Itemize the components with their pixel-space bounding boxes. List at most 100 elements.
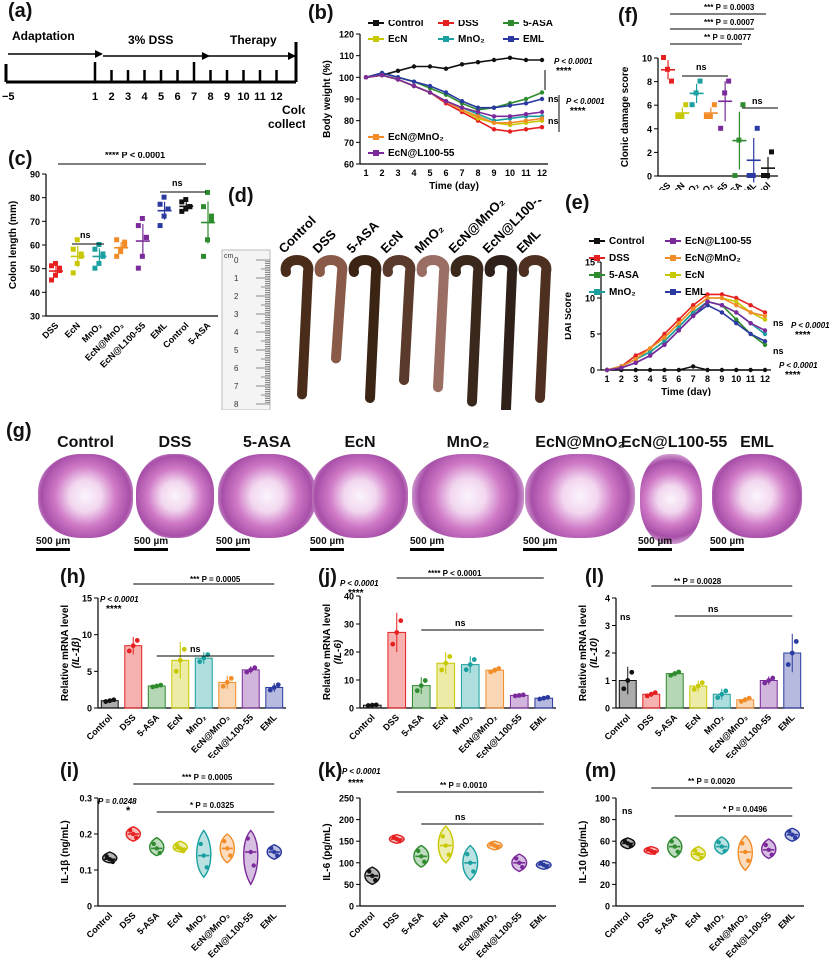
data-point <box>662 367 667 373</box>
data-point <box>78 253 84 259</box>
legend-marker <box>508 36 514 42</box>
x-tick-label: 12 <box>537 168 547 178</box>
panel-label-j: (j) <box>318 566 337 588</box>
stat-annotation: ns <box>752 96 763 106</box>
data-point <box>690 313 696 319</box>
y-axis-label: IL-6 (pg/mL) <box>322 823 333 880</box>
data-point <box>467 662 473 667</box>
data-point <box>683 102 689 108</box>
photo-group-label: EcN <box>378 228 406 256</box>
data-point <box>770 675 776 681</box>
y-tick-label: 80 <box>344 116 354 126</box>
x-tick-label: 11 <box>521 168 531 178</box>
data-point <box>439 667 445 673</box>
data-point <box>198 841 203 847</box>
x-tick-label: 9 <box>491 168 496 178</box>
legend-label: EcN <box>388 34 407 45</box>
legend-marker <box>594 255 600 261</box>
stat-annotation: ns <box>548 94 559 104</box>
data-point <box>748 331 753 337</box>
data-point <box>70 246 76 252</box>
x-tick-label: 8 <box>475 168 480 178</box>
stat-annotation: P < 0.0001 <box>779 361 818 370</box>
data-point <box>161 194 167 200</box>
data-point <box>718 125 724 131</box>
y-tick-label: 15 <box>585 258 595 268</box>
x-axis-label: Time (day) <box>661 387 711 396</box>
data-point <box>723 688 729 694</box>
x-tick-label: 2 <box>619 374 624 384</box>
colon-samples <box>280 255 552 410</box>
panel-label-b: (b) <box>308 2 334 24</box>
category-label: 5-ASA <box>399 712 426 739</box>
data-point <box>181 646 187 652</box>
x-tick-label: 6 <box>443 168 448 178</box>
category-label: EML <box>258 910 279 931</box>
data-point <box>740 841 745 846</box>
category-label: EML <box>528 712 549 733</box>
y-tick-label: 0 <box>605 902 610 912</box>
stat-annotation: ns <box>622 806 633 816</box>
data-point <box>49 263 54 269</box>
data-point <box>475 105 481 110</box>
colon-sample <box>484 255 518 410</box>
data-point <box>662 331 667 337</box>
histology-section <box>640 454 702 544</box>
data-point <box>748 310 753 315</box>
y-tick-label: 40 <box>30 288 40 298</box>
data-point <box>766 678 772 683</box>
legend-label: 5-ASA <box>523 20 553 29</box>
data-point <box>248 849 253 855</box>
stat-annotation: **** <box>348 588 364 599</box>
data-point <box>762 317 768 322</box>
il6-protein-chart: 0 50 100 150 200 250 IL-6 (pg/mL) Control DSS5-A… <box>322 767 556 960</box>
bar <box>124 645 143 709</box>
data-point <box>179 208 185 214</box>
x-tick-label: 9 <box>719 374 724 384</box>
data-point <box>271 685 277 690</box>
category-label: Control <box>602 910 632 940</box>
ruler-label: 2 <box>234 292 239 301</box>
category-label: EML <box>528 910 549 931</box>
data-point <box>443 843 448 848</box>
data-point <box>734 303 739 308</box>
ruler-label: 0 <box>234 256 239 265</box>
legend-label: EML <box>685 287 706 298</box>
category-label: DSS <box>118 910 138 930</box>
data-point <box>512 693 518 699</box>
data-point <box>491 127 497 132</box>
data-point <box>507 55 513 61</box>
data-point <box>672 671 678 677</box>
colon-sample <box>382 255 416 385</box>
data-point <box>539 96 545 102</box>
data-point <box>742 697 748 703</box>
data-point <box>201 253 206 259</box>
y-tick-label: 2 <box>647 148 652 158</box>
timeline-ticks: 1 2 3 4 5 6 7 8 9 10 11 12 <box>92 62 283 103</box>
histology-panel: Control 500 µm DSS 500 µm 5-ASA 500 µm EcN 500 … <box>0 428 833 558</box>
data-point <box>70 270 76 276</box>
category-label: DSS <box>636 712 656 732</box>
photo-group-label: EML <box>514 226 544 256</box>
category-label: 5-ASA <box>399 910 426 937</box>
data-point <box>165 206 171 212</box>
data-point <box>719 292 725 297</box>
series-line-ecn@mno2 <box>606 297 766 371</box>
data-point <box>740 102 746 108</box>
data-point <box>370 873 375 878</box>
timeline-day-label: 4 <box>141 91 148 103</box>
category-label: EcN <box>431 712 450 731</box>
y-axis-label: Body weight (%) <box>322 60 333 138</box>
data-point <box>507 120 513 126</box>
data-point <box>517 860 522 865</box>
scale-bar: 500 µm <box>523 536 557 551</box>
stat-annotation: P < 0.0001 <box>791 321 830 330</box>
ruler-label: 7 <box>234 382 239 391</box>
y-axis-label: Relative mRNA level <box>578 605 589 702</box>
y-axis-label: IL-1β (ng/mL) <box>60 820 71 883</box>
data-point <box>769 149 774 155</box>
data-point <box>693 848 698 853</box>
data-point <box>114 253 120 259</box>
